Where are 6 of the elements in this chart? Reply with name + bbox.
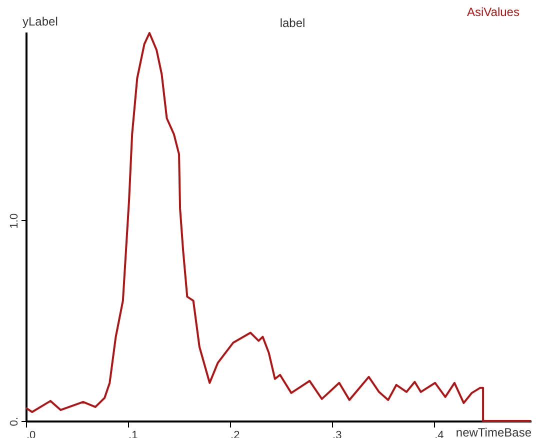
y-tick-label: 0.: [8, 416, 20, 426]
y-tick-label: 1.0: [8, 213, 20, 229]
y-axis-title: yLabel: [22, 14, 58, 28]
text: AsiValues: [467, 5, 520, 19]
chart-title: label: [280, 16, 306, 30]
x-axis-title: newTimeBase: [456, 426, 532, 438]
